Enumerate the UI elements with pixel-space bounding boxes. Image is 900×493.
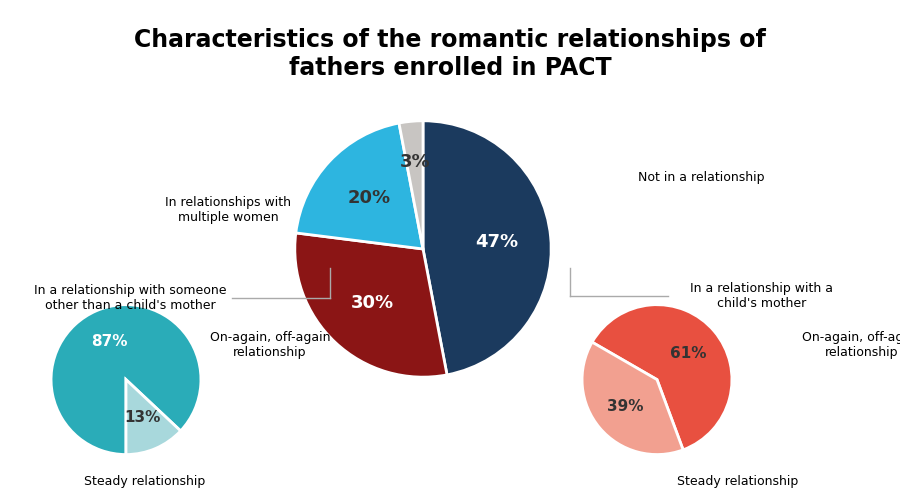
Wedge shape: [582, 342, 683, 455]
Text: Steady relationship: Steady relationship: [85, 474, 205, 488]
Text: In a relationship with someone
other than a child's mother: In a relationship with someone other tha…: [34, 284, 226, 312]
Wedge shape: [295, 233, 447, 377]
Text: 30%: 30%: [350, 294, 393, 312]
Wedge shape: [296, 123, 423, 249]
Text: Steady relationship: Steady relationship: [678, 474, 798, 488]
Text: 61%: 61%: [670, 346, 706, 360]
Wedge shape: [51, 305, 201, 455]
Text: 3%: 3%: [400, 153, 430, 171]
Text: 13%: 13%: [124, 410, 160, 425]
Wedge shape: [423, 121, 551, 375]
Text: Characteristics of the romantic relationships of
fathers enrolled in PACT: Characteristics of the romantic relation…: [134, 28, 766, 80]
Text: 87%: 87%: [92, 334, 128, 349]
Text: In relationships with
multiple women: In relationships with multiple women: [165, 196, 291, 224]
Text: 20%: 20%: [347, 189, 391, 207]
Text: 39%: 39%: [608, 399, 643, 414]
Text: Not in a relationship: Not in a relationship: [638, 172, 764, 184]
Text: In a relationship with a
child's mother: In a relationship with a child's mother: [690, 282, 833, 310]
Wedge shape: [592, 305, 732, 450]
Wedge shape: [399, 121, 423, 249]
Text: On-again, off-again
relationship: On-again, off-again relationship: [802, 331, 900, 359]
Text: 47%: 47%: [475, 233, 518, 251]
Wedge shape: [126, 380, 181, 455]
Text: On-again, off-again
relationship: On-again, off-again relationship: [210, 331, 330, 359]
